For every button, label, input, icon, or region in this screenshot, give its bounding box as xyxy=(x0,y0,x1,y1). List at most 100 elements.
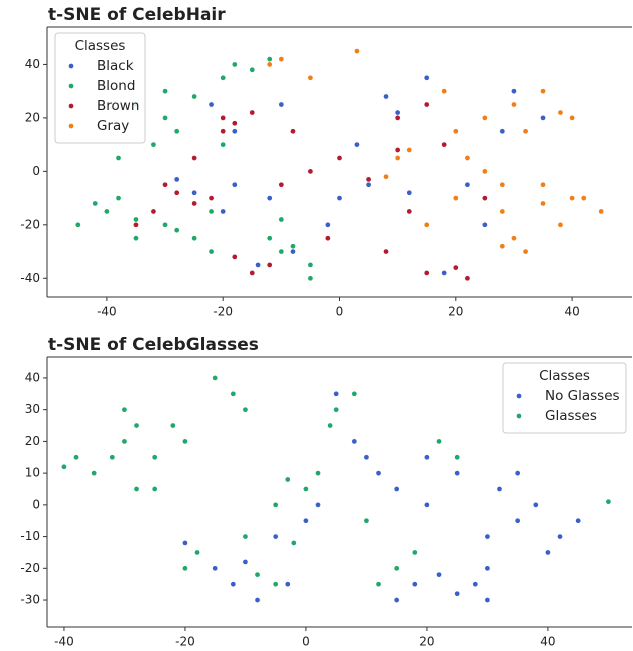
point xyxy=(290,540,297,546)
point xyxy=(220,74,227,81)
x-tick-label: 0 xyxy=(302,635,310,649)
point xyxy=(61,463,67,470)
y-tick-label: 20 xyxy=(25,434,40,448)
y-tick-label: 40 xyxy=(25,57,40,71)
point xyxy=(499,208,506,215)
point xyxy=(182,438,188,445)
point xyxy=(162,221,168,228)
point xyxy=(496,486,503,492)
point xyxy=(411,549,418,556)
point xyxy=(91,470,98,476)
legend-marker xyxy=(68,123,74,129)
point xyxy=(514,470,521,476)
point xyxy=(423,270,430,276)
point xyxy=(173,227,180,234)
point xyxy=(255,262,261,268)
point xyxy=(220,115,227,121)
point xyxy=(162,88,168,95)
point xyxy=(220,141,227,148)
point xyxy=(452,128,459,135)
point xyxy=(278,56,285,62)
point xyxy=(290,243,296,250)
point xyxy=(423,74,430,81)
point xyxy=(598,208,605,215)
point xyxy=(325,221,331,228)
legend-box xyxy=(54,32,146,144)
legend-marker xyxy=(68,63,74,69)
point xyxy=(266,262,273,268)
point xyxy=(482,221,488,228)
legend-label: No Glasses xyxy=(545,388,620,404)
point xyxy=(484,533,491,540)
point xyxy=(351,438,358,445)
point xyxy=(333,390,340,397)
point xyxy=(266,195,273,201)
point xyxy=(278,216,285,223)
point xyxy=(406,147,413,153)
point xyxy=(230,581,237,588)
y-tick-label: -40 xyxy=(20,271,40,285)
point xyxy=(254,571,261,578)
point xyxy=(383,173,389,180)
point xyxy=(230,390,237,397)
point xyxy=(208,195,215,201)
point xyxy=(284,476,291,483)
y-tick-label: 10 xyxy=(25,466,40,480)
point xyxy=(336,155,343,161)
point xyxy=(133,486,140,492)
point xyxy=(231,61,238,68)
point xyxy=(375,581,382,588)
point xyxy=(74,221,81,228)
x-tick-label: -20 xyxy=(175,635,195,649)
point xyxy=(284,581,291,588)
point xyxy=(315,470,321,476)
point xyxy=(354,141,360,148)
x-tick-label: 40 xyxy=(564,305,579,319)
point xyxy=(182,540,188,546)
x-tick-label: 40 xyxy=(540,635,555,649)
point xyxy=(394,147,401,153)
point xyxy=(208,208,215,215)
point xyxy=(115,155,122,161)
legend-marker xyxy=(516,393,522,399)
point xyxy=(151,454,158,461)
point xyxy=(150,141,157,148)
y-tick-label: -20 xyxy=(20,217,40,231)
point xyxy=(242,559,249,565)
point xyxy=(272,533,279,540)
point xyxy=(363,517,370,524)
point xyxy=(220,128,227,135)
x-tick-label: 20 xyxy=(419,635,434,649)
legend-label: Gray xyxy=(97,118,129,134)
point xyxy=(393,486,400,492)
point xyxy=(336,195,343,201)
point xyxy=(115,195,122,201)
legend-title: Classes xyxy=(75,38,126,54)
point xyxy=(436,438,442,445)
point xyxy=(249,270,256,276)
point xyxy=(441,141,448,148)
point xyxy=(511,235,517,242)
point xyxy=(182,565,188,572)
point xyxy=(191,155,197,161)
point xyxy=(464,181,471,188)
point xyxy=(173,189,180,196)
y-tick-label: 30 xyxy=(25,402,40,416)
y-tick-label: -10 xyxy=(20,529,40,543)
chart-title: t-SNE of CelebGlasses xyxy=(48,335,259,355)
legend-title: Classes xyxy=(539,368,590,384)
point xyxy=(365,181,372,188)
point xyxy=(482,168,488,175)
legend-marker xyxy=(68,83,74,89)
point xyxy=(231,254,238,260)
point xyxy=(522,128,529,135)
point xyxy=(557,221,564,228)
point xyxy=(169,422,176,429)
point xyxy=(231,181,238,188)
point xyxy=(231,128,238,135)
point xyxy=(307,74,314,81)
y-tick-label: 40 xyxy=(25,370,40,384)
point xyxy=(133,221,139,228)
point xyxy=(121,438,128,445)
